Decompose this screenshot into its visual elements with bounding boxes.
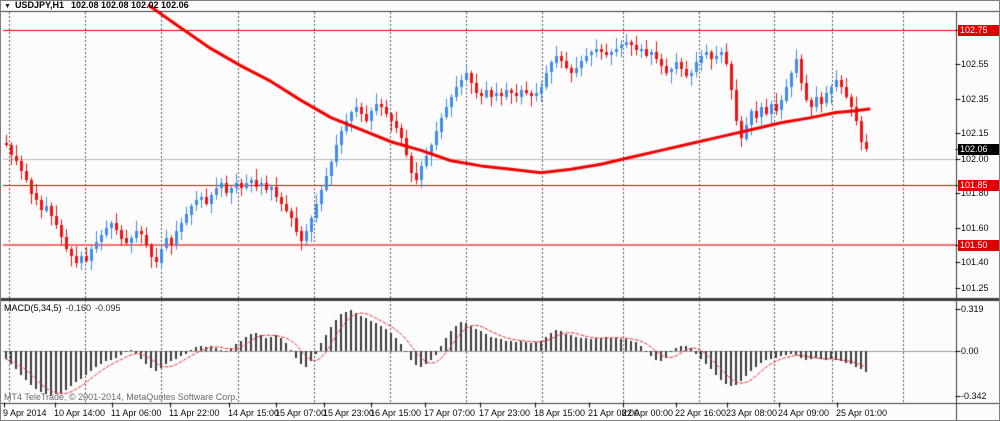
time-axis-label: 22 Apr 00:00	[622, 408, 674, 418]
time-axis-label: 18 Apr 15:00	[534, 408, 586, 418]
time-axis-label: 16 Apr 15:00	[370, 408, 422, 418]
time-axis-label: 23 Apr 08:00	[726, 408, 778, 418]
macd-signal-value: -0.095	[95, 303, 121, 313]
ohlc-values: 102.08 102.08 102.02 102.06	[70, 0, 189, 10]
chart-title: ▼ USDJPY,H1 102.08 102.08 102.02 102.06	[4, 0, 189, 11]
time-axis-label: 17 Apr 07:00	[424, 408, 476, 418]
symbol-period-label: USDJPY,H1	[14, 0, 64, 10]
price-tick-label: 102.35	[961, 94, 989, 104]
time-axis-label: 10 Apr 14:00	[54, 408, 106, 418]
chart-dropdown-icon[interactable]: ▼	[4, 3, 11, 10]
price-badge-102.06: 102.06	[958, 144, 999, 155]
macd-name: MACD(5,34,5)	[4, 303, 62, 313]
time-axis-label: 14 Apr 15:00	[228, 408, 280, 418]
price-tick-label: 101.25	[961, 283, 989, 293]
time-axis-label: 11 Apr 06:00	[111, 408, 162, 418]
price-axis[interactable]	[957, 12, 999, 403]
price-tick-label: 102.00	[961, 154, 989, 164]
macd-indicator-label: MACD(5,34,5) -0.160 -0.095	[4, 303, 121, 314]
price-tick-label: 101.40	[961, 257, 989, 267]
price-tick-label: 102.15	[961, 128, 989, 138]
macd-tick-label: 0.00	[961, 346, 979, 356]
time-axis-label: 11 Apr 22:00	[169, 408, 220, 418]
time-axis-label: 15 Apr 07:00	[275, 408, 327, 418]
time-axis-label: 22 Apr 16:00	[675, 408, 727, 418]
price-badge-101.50: 101.50	[958, 240, 999, 251]
price-badge-101.85: 101.85	[958, 180, 999, 191]
price-tick-label: 102.55	[961, 59, 989, 69]
time-axis-label: 21 Apr 08:00	[588, 408, 640, 418]
price-badge-102.75: 102.75	[958, 25, 999, 36]
macd-main-value: -0.160	[65, 303, 92, 313]
main-price-panel[interactable]	[3, 12, 956, 298]
price-tick-label: 101.60	[961, 223, 989, 233]
price-tick-label: 101.80	[961, 188, 989, 198]
time-axis-label: 24 Apr 09:00	[778, 408, 830, 418]
time-axis-label: 25 Apr 01:00	[836, 408, 888, 418]
time-axis-label: 17 Apr 23:00	[479, 408, 531, 418]
macd-panel[interactable]	[3, 302, 956, 402]
macd-tick-label: 0.319	[961, 304, 984, 314]
macd-tick-label: -0.342	[961, 391, 987, 401]
platform-watermark: MT4 TeleTrade, © 2001-2014, MetaQuotes S…	[4, 392, 238, 402]
time-axis-label: 15 Apr 23:00	[323, 408, 375, 418]
time-axis-label: 9 Apr 2014	[3, 408, 47, 418]
